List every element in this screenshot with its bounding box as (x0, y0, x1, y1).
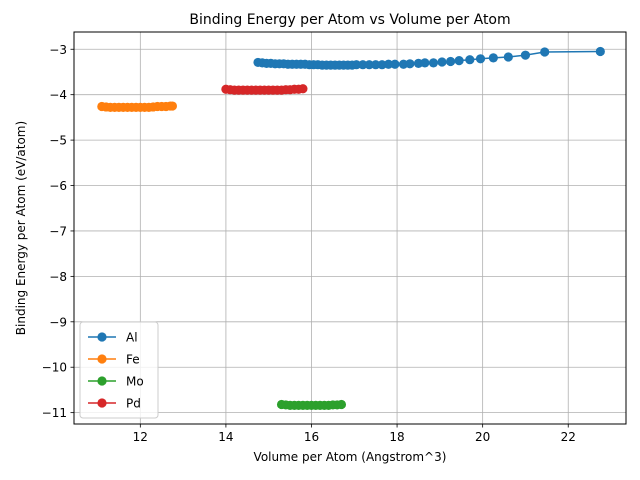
data-point (383, 59, 394, 69)
plot-series (97, 46, 605, 410)
legend-entry-pd: Pd (88, 397, 141, 411)
y-tick-label: −3 (49, 43, 67, 57)
data-point (520, 50, 531, 60)
x-axis-title: Volume per Atom (Angstrom^3) (254, 450, 447, 464)
axis-ticks: 12 14 16 18 20 22 −3 −4 −5 −6 −7 −8 −9 −10 −11 (42, 43, 576, 444)
legend-marker (97, 376, 107, 386)
data-point (390, 59, 400, 69)
data-point (595, 46, 605, 57)
data-point (405, 59, 415, 69)
x-tick-label: 14 (218, 430, 233, 444)
data-point (454, 56, 464, 66)
y-tick-label: −10 (42, 361, 67, 375)
legend-marker (97, 398, 107, 408)
data-point (351, 60, 362, 70)
legend-entry-mo: Mo (88, 375, 144, 389)
data-point (437, 57, 447, 67)
data-point (364, 60, 374, 70)
chart-title: Binding Energy per Atom vs Volume per At… (189, 12, 510, 28)
y-tick-label: −5 (49, 134, 67, 148)
y-tick-label: −6 (49, 179, 67, 193)
y-axis-title: Binding Energy per Atom (eV/atom) (14, 121, 28, 335)
legend-box (79, 321, 159, 419)
data-point (540, 47, 550, 57)
x-tick-label: 16 (304, 430, 319, 444)
data-point (428, 58, 439, 68)
data-point (420, 58, 430, 68)
y-tick-label: −11 (42, 406, 67, 420)
legend-entry-fe: Fe (88, 353, 140, 367)
data-point (167, 101, 178, 111)
legend-label: Pd (126, 397, 141, 411)
series-fe (97, 101, 178, 113)
legend: Al Fe Mo Pd (79, 321, 159, 419)
data-point (298, 84, 308, 94)
legend-marker (97, 332, 107, 342)
legend-label: Al (126, 331, 138, 345)
data-point (488, 53, 498, 63)
y-tick-label: −4 (49, 88, 67, 102)
y-tick-label: −9 (49, 315, 67, 329)
data-point (358, 60, 368, 70)
series-al (253, 46, 605, 70)
data-point (445, 56, 456, 67)
legend-entry-al: Al (88, 331, 138, 345)
plot-frame (73, 31, 627, 425)
series-pd (221, 84, 308, 95)
legend-marker (97, 354, 107, 364)
data-point (371, 60, 381, 70)
data-point (465, 55, 475, 65)
legend-label: Mo (126, 375, 144, 389)
x-tick-label: 22 (561, 430, 576, 444)
x-tick-label: 18 (389, 430, 404, 444)
data-point (336, 399, 347, 410)
data-point (503, 52, 513, 62)
y-tick-label: −8 (49, 270, 67, 284)
series-mo (276, 399, 347, 410)
x-tick-label: 20 (475, 430, 490, 444)
x-tick-label: 12 (133, 430, 148, 444)
grid (74, 32, 626, 424)
y-tick-label: −7 (49, 224, 67, 238)
data-point (475, 54, 486, 64)
legend-label: Fe (126, 353, 140, 367)
